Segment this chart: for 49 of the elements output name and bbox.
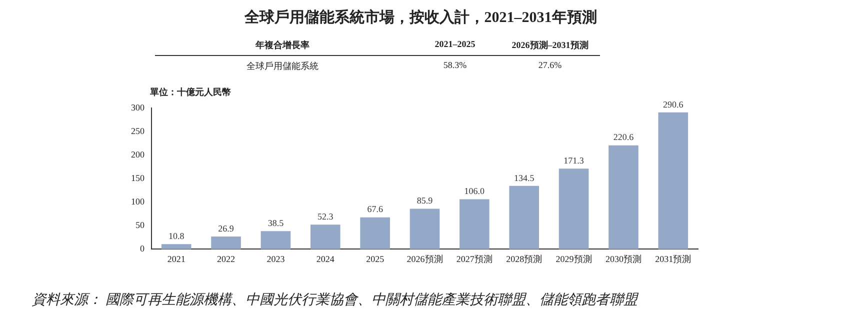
y-tick-label: 300 <box>131 102 145 112</box>
x-tick-label: 2026預測 <box>406 254 443 264</box>
data-label: 10.8 <box>168 230 185 241</box>
x-tick-label: 2031預測 <box>655 254 692 264</box>
data-label: 290.6 <box>663 99 684 110</box>
x-tick-label: 2024 <box>316 254 335 264</box>
source-note: 資料來源： 國際可再生能源機構、中國光伏行業協會、中關村儲能產業技術聯盟、儲能領跑者聯盟 <box>32 292 638 309</box>
x-tick-label: 2030預測 <box>605 254 642 264</box>
y-axis-title: 單位：十億元人民幣 <box>150 86 231 99</box>
text: 2026預測–2031預測 <box>510 39 590 52</box>
bar <box>608 145 638 250</box>
y-tick-label: 250 <box>131 126 145 136</box>
data-label: 134.5 <box>514 172 535 183</box>
x-tick-label: 2022 <box>217 254 236 264</box>
bar <box>161 244 192 250</box>
text: 年複合增長率 <box>254 39 310 52</box>
data-label: 38.5 <box>268 218 284 228</box>
x-tick-label: 2027預測 <box>456 254 492 264</box>
bar <box>211 236 241 250</box>
y-tick-label: 0 <box>140 244 145 254</box>
data-label: 52.3 <box>318 211 334 222</box>
bar <box>260 231 291 250</box>
bar <box>410 208 440 250</box>
y-tick-label: 50 <box>136 220 145 230</box>
data-label: 67.6 <box>367 204 384 214</box>
text: 27.6% <box>537 60 563 72</box>
x-tick-label: 2021 <box>167 254 186 264</box>
y-tick-label: 200 <box>131 149 145 160</box>
x-tick-label: 2029預測 <box>556 254 592 264</box>
y-tick-label: 100 <box>131 196 145 206</box>
bar <box>658 112 688 250</box>
x-tick-label: 2025 <box>366 254 385 264</box>
data-label: 85.9 <box>416 196 434 206</box>
x-tick-label: 2023 <box>266 254 286 264</box>
y-tick-label: 150 <box>131 172 145 183</box>
bar <box>558 168 589 250</box>
data-label: 26.9 <box>218 223 234 234</box>
text: 2021–2025 <box>434 39 476 51</box>
text: 58.3% <box>442 60 468 72</box>
bar <box>360 217 390 250</box>
data-label: 171.3 <box>564 155 584 166</box>
text: 全球戶用儲能系統 <box>246 60 320 73</box>
data-label: 220.6 <box>613 132 634 142</box>
x-tick-label: 2028預測 <box>506 254 542 264</box>
bar <box>310 224 340 250</box>
bar <box>460 199 490 250</box>
data-label: 106.0 <box>464 186 486 196</box>
chart-title: 全球戶用儲能系統市場，按收入計，2021–2031年預測 <box>243 8 598 27</box>
bar <box>509 186 540 250</box>
